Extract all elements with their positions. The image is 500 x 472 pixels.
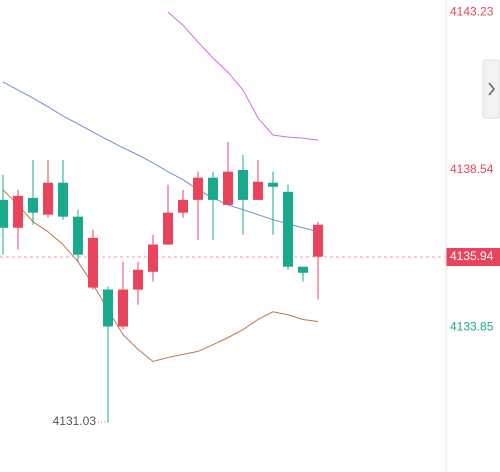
expand-tab[interactable] [482,59,500,119]
candle-body [163,212,173,245]
low-label: 4131.03 [53,414,97,428]
candle-body [268,182,278,187]
candle-body [238,169,248,200]
ma-line [2,81,319,233]
candle-body [193,177,203,200]
candle-body [298,266,308,273]
candle-body [133,269,143,290]
candle-body [118,289,128,327]
y-tick-label: 4133.85 [450,319,494,333]
last-price-box [446,247,500,266]
candle-body [88,237,98,288]
ma-line [167,11,319,141]
tab-arrow[interactable] [488,82,496,96]
ma-line [2,189,319,363]
candle-body [13,195,23,228]
candle-body [43,182,53,215]
candle-body [148,244,158,272]
candle-body [73,216,83,255]
candle-body [283,191,293,267]
y-tick-label: 4143.23 [450,4,494,18]
candle-body [313,224,323,257]
candle-body [28,197,38,213]
last-price-label: 4135.94 [450,249,494,263]
candle-body [58,182,68,217]
y-tick-label: 4138.54 [450,162,494,176]
candle-body [253,181,263,200]
tab-bg[interactable] [482,59,500,119]
candle-body [223,171,233,205]
candle-body [0,199,8,228]
candle-body [178,199,188,213]
candle-body [208,177,218,200]
candle-body [103,289,113,327]
plot: 4131.03 4143.23 4138.54 4133.85 4135.94 [0,4,500,428]
